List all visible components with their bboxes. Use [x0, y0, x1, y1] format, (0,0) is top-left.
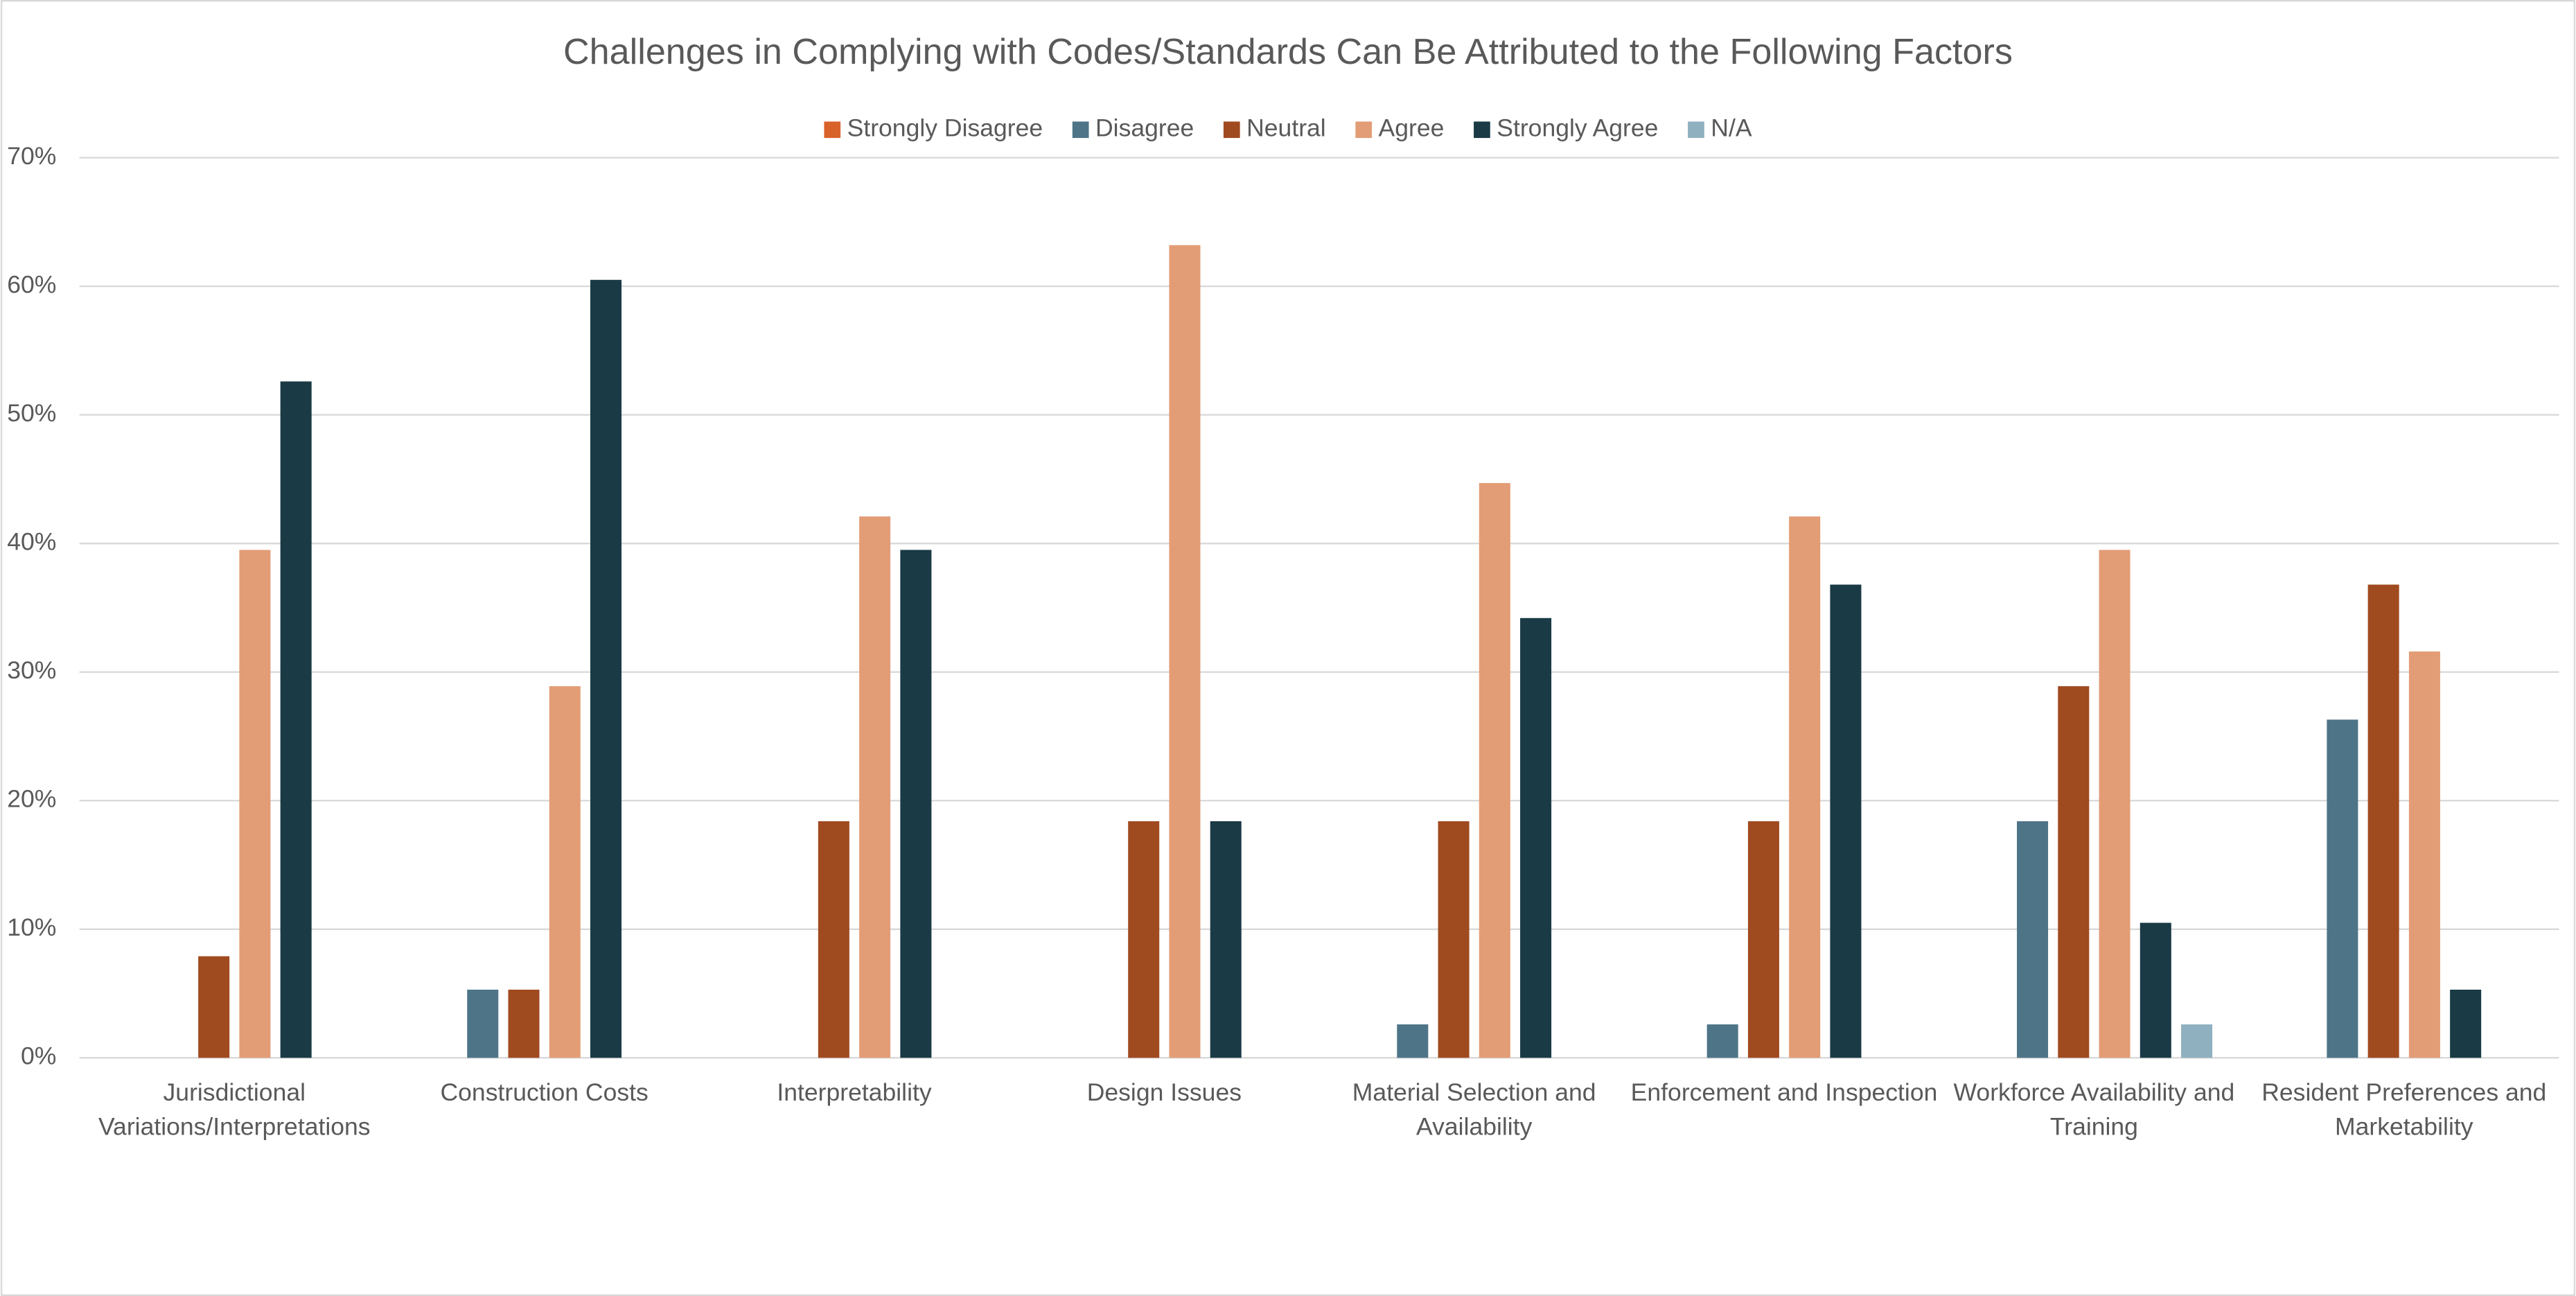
legend-label: N/A [1711, 114, 1752, 142]
bar [818, 821, 849, 1058]
y-tick-label: 40% [7, 528, 56, 556]
bar [2058, 686, 2090, 1058]
bar [1169, 245, 1201, 1058]
x-tick-label: Construction Costs [440, 1079, 649, 1107]
bar [2017, 821, 2049, 1058]
x-label-box: Jurisdictional Variations/Interpretation… [98, 1079, 371, 1142]
y-tick-label: 20% [7, 785, 56, 813]
legend-swatch [824, 121, 841, 139]
x-tick-label: Jurisdictional Variations/Interpretation… [98, 1079, 371, 1142]
bar [2450, 989, 2482, 1058]
bar [2181, 1024, 2213, 1058]
y-tick-label: 70% [7, 142, 56, 170]
legend-label: Strongly Disagree [847, 114, 1043, 142]
bar [1830, 584, 1862, 1058]
legend-swatch [1223, 121, 1240, 139]
y-tick-label: 0% [21, 1042, 56, 1070]
bar [590, 279, 622, 1058]
bar [1397, 1024, 1429, 1058]
bar [1128, 821, 1160, 1058]
x-label-box: Material Selection and Availability [1352, 1079, 1596, 1142]
legend-swatch [1072, 121, 1089, 139]
y-tick-label: 10% [7, 913, 56, 941]
bar [900, 550, 932, 1058]
legend-label: Strongly Agree [1497, 114, 1658, 142]
legend-label: Disagree [1095, 114, 1194, 142]
legend-swatch [1355, 121, 1373, 139]
x-label-box: Design Issues [1086, 1079, 1242, 1107]
bar [239, 550, 271, 1058]
bar [549, 686, 581, 1058]
bar [1520, 618, 1552, 1058]
x-tick-label: Enforcement and Inspection [1630, 1079, 1938, 1107]
bar [467, 989, 499, 1058]
bar [2408, 651, 2440, 1058]
bar [859, 516, 891, 1058]
legend-swatch [1688, 121, 1704, 139]
y-tick-label: 60% [7, 270, 56, 298]
y-tick-label: 30% [7, 656, 56, 684]
legend-label: Agree [1379, 114, 1445, 142]
x-tick-label: Workforce Availability and Training [1953, 1079, 2235, 1142]
bar [508, 989, 540, 1058]
legend: Strongly Disagree Disagree Neutral Agree Str… [824, 114, 1752, 142]
x-label-box: Resident Preferences and Marketability [2261, 1079, 2547, 1142]
x-tick-label: Interpretability [777, 1079, 932, 1107]
x-tick-label: Material Selection and Availability [1352, 1079, 1596, 1142]
x-label-box: Interpretability [777, 1079, 932, 1107]
x-label-box: Enforcement and Inspection [1630, 1079, 1938, 1107]
bar [1479, 482, 1510, 1058]
bar [2367, 584, 2399, 1058]
bar [280, 381, 312, 1058]
bar [1789, 516, 1821, 1058]
legend-label: Neutral [1246, 114, 1326, 142]
bar [1747, 821, 1779, 1058]
bar [2099, 550, 2131, 1058]
chart-title: Challenges in Complying with Codes/Stand… [563, 32, 2013, 72]
bar [1706, 1024, 1738, 1058]
bar [1210, 821, 1242, 1058]
x-label-box: Workforce Availability and Training [1953, 1079, 2235, 1142]
legend-swatch [1474, 121, 1490, 139]
bar [198, 956, 230, 1058]
bar [1438, 821, 1470, 1058]
y-tick-label: 50% [7, 399, 56, 427]
bar [2140, 922, 2171, 1058]
x-tick-label: Design Issues [1086, 1079, 1242, 1107]
x-label-box: Construction Costs [440, 1079, 649, 1107]
bar [2327, 719, 2358, 1058]
x-tick-label: Resident Preferences and Marketability [2261, 1079, 2547, 1142]
